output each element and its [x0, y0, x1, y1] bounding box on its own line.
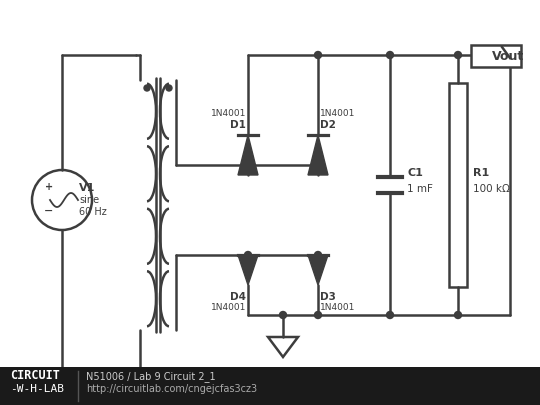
Text: +: +: [45, 182, 53, 192]
Circle shape: [314, 51, 321, 58]
Circle shape: [387, 311, 394, 318]
Polygon shape: [238, 255, 258, 285]
Text: 1N4001: 1N4001: [320, 303, 355, 313]
Polygon shape: [238, 135, 258, 175]
Text: R1: R1: [473, 168, 489, 178]
Circle shape: [455, 311, 462, 318]
Text: C1: C1: [407, 168, 423, 178]
Polygon shape: [268, 337, 298, 357]
Text: XFMR1: XFMR1: [136, 385, 180, 395]
Polygon shape: [308, 255, 328, 285]
Circle shape: [245, 162, 252, 168]
Circle shape: [387, 51, 394, 58]
Text: sine: sine: [79, 195, 99, 205]
Text: 100 kΩ: 100 kΩ: [473, 184, 510, 194]
Circle shape: [166, 85, 172, 91]
Text: -W-H-LAB: -W-H-LAB: [10, 384, 64, 394]
Circle shape: [280, 311, 287, 318]
Text: D4: D4: [230, 292, 246, 302]
Text: 1N4001: 1N4001: [320, 109, 355, 119]
Text: 1N4001: 1N4001: [211, 109, 246, 119]
Bar: [449, 83, 467, 287]
Circle shape: [245, 252, 252, 258]
Text: N51006 / Lab 9 Circuit 2_1: N51006 / Lab 9 Circuit 2_1: [86, 371, 215, 382]
Text: D2: D2: [320, 120, 336, 130]
Text: −: −: [44, 206, 53, 216]
Circle shape: [507, 51, 514, 58]
Text: V1: V1: [79, 183, 96, 193]
Text: 60 Hz: 60 Hz: [79, 207, 107, 217]
Circle shape: [314, 311, 321, 318]
Text: CIRCUIT: CIRCUIT: [10, 369, 60, 382]
Text: 1 mF: 1 mF: [407, 184, 433, 194]
Text: Vout: Vout: [492, 49, 524, 62]
Circle shape: [144, 85, 150, 91]
Circle shape: [314, 162, 321, 168]
Circle shape: [314, 252, 321, 258]
FancyBboxPatch shape: [471, 45, 521, 67]
Polygon shape: [308, 135, 328, 175]
Text: D3: D3: [320, 292, 336, 302]
Text: D1: D1: [230, 120, 246, 130]
Bar: [0, 367, 540, 405]
Text: 1N4001: 1N4001: [211, 303, 246, 313]
Circle shape: [455, 51, 462, 58]
Text: http://circuitlab.com/cngejcfas3cz3: http://circuitlab.com/cngejcfas3cz3: [86, 384, 257, 394]
